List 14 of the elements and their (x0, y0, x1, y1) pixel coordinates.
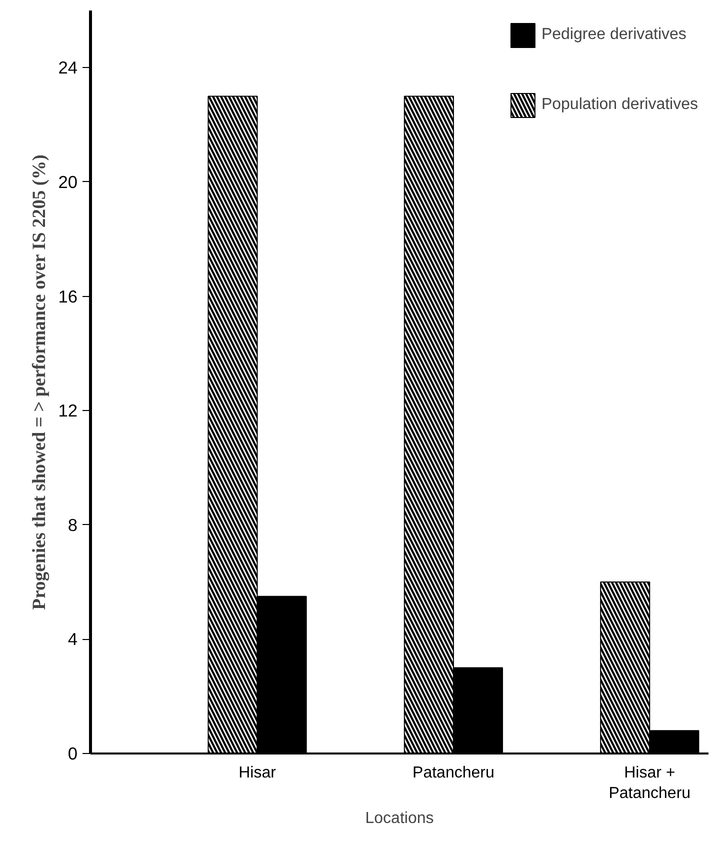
x-tick-label: Patancheru (412, 764, 494, 782)
x-axis-title: Locations (365, 810, 434, 827)
y-tick-label: 0 (68, 744, 78, 764)
x-tick-label: Hisar (238, 764, 277, 782)
x-tick-label: Hisar + Patancheru (608, 764, 691, 802)
y-tick-label: 20 (58, 172, 78, 192)
legend-label: Population derivatives (541, 96, 698, 114)
y-tick-label: 16 (58, 286, 78, 306)
y-tick-label: 8 (68, 514, 78, 535)
y-axis-title: Progenies that showed = > performance over IS 2205 (%) (29, 154, 50, 610)
y-tick-label: 12 (58, 400, 78, 421)
y-tick-label: 4 (68, 629, 78, 650)
y-tick-label: 24 (58, 58, 78, 78)
legend-label: Pedigree derivatives (541, 26, 686, 44)
